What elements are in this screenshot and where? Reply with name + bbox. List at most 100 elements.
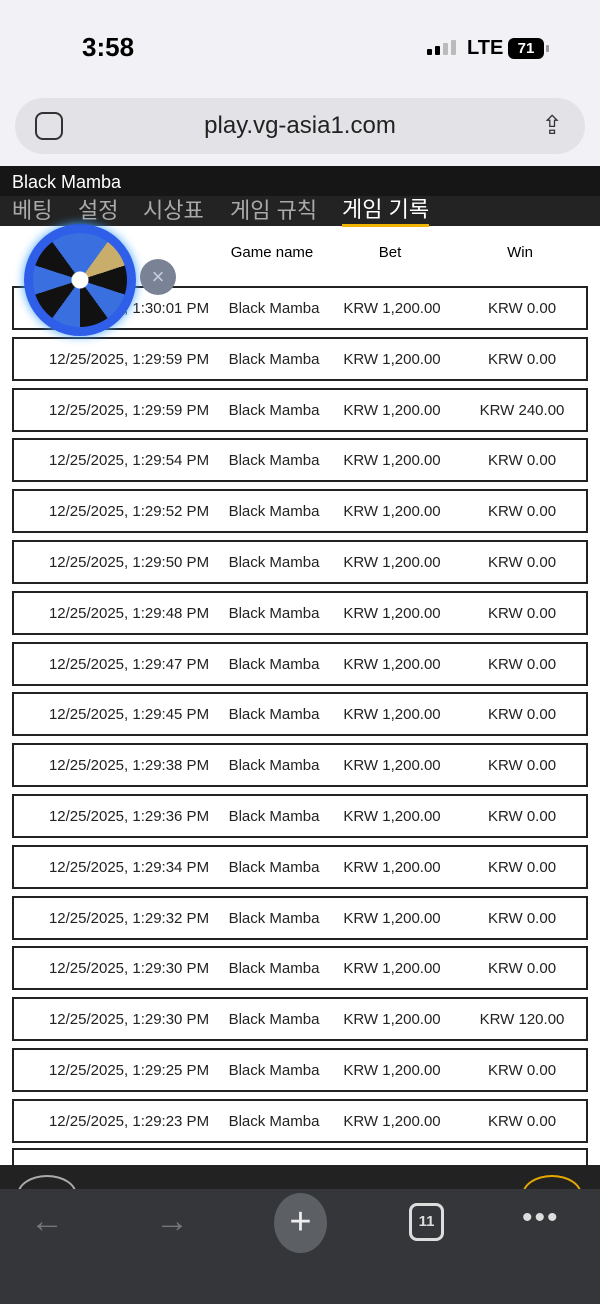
cell-game: Black Mamba	[228, 757, 320, 775]
cell-bet: KRW 1,200.00	[343, 300, 441, 317]
cell-date: 12/25/2025, 1:29:38 PM	[48, 757, 210, 775]
share-icon[interactable]: ⇪	[541, 110, 563, 140]
cell-win: KRW 0.00	[487, 1112, 557, 1130]
forward-arrow-icon[interactable]: →	[155, 1202, 189, 1240]
cell-bet: KRW 1,200.00	[343, 960, 441, 978]
cell-date: 12/25/2025, 1:29:23 PM	[48, 1112, 210, 1130]
cell-date: 12/25/2025, 1:29:59 PM	[48, 350, 210, 368]
cell-bet: KRW 1,200.00	[343, 808, 441, 825]
cell-bet: KRW 1,200.00	[343, 655, 441, 673]
signal-icon	[427, 40, 456, 55]
cell-game: Black Mamba	[228, 1011, 320, 1029]
cell-win: KRW 240.00	[479, 401, 565, 419]
cell-win: KRW 0.00	[487, 300, 557, 317]
tab-count-button[interactable]: 11	[409, 1203, 444, 1241]
game-title: Black Mamba	[0, 166, 600, 196]
cell-win: KRW 0.00	[487, 554, 557, 571]
cell-bet: KRW 1,200.00	[343, 858, 441, 876]
cell-game: Black Mamba	[228, 706, 320, 724]
cell-win: KRW 0.00	[487, 350, 557, 368]
table-row[interactable]: 12/25/2025, 1:29:54 PM Black Mamba KRW 1,2…	[12, 438, 588, 483]
cell-win: KRW 0.00	[487, 757, 557, 775]
cell-game: Black Mamba	[228, 808, 320, 825]
cell-game: Black Mamba	[228, 503, 320, 521]
game-tabs: 베팅 설정 시상표 게임 규칙 게임 기록	[0, 196, 600, 227]
cell-win: KRW 0.00	[487, 960, 557, 978]
back-arrow-icon[interactable]: ←	[30, 1202, 64, 1240]
table-row[interactable]: 12/25/2025, 1:29:52 PM Black Mamba KRW 1,2…	[12, 489, 588, 534]
cell-date: 12/25/2025, 1:29:45 PM	[48, 706, 210, 724]
cell-date: 12/25/2025, 1:29:47 PM	[48, 655, 210, 673]
cell-win: KRW 0.00	[487, 503, 557, 521]
cell-game: Black Mamba	[228, 554, 320, 571]
more-icon[interactable]: •••	[522, 1201, 560, 1234]
cell-win: KRW 0.00	[487, 808, 557, 825]
tab-betting[interactable]: 베팅	[12, 198, 53, 223]
url-text: play.vg-asia1.com	[204, 112, 396, 139]
cell-game: Black Mamba	[228, 300, 320, 317]
tab-rules[interactable]: 게임 규칙	[230, 198, 318, 223]
cell-bet: KRW 1,200.00	[343, 1112, 441, 1130]
browser-bottom-bar: ← → + 11 •••	[0, 1189, 600, 1304]
header-bet: Bet	[378, 244, 402, 261]
table-row[interactable]: 12/25/2025, 1:29:30 PM Black Mamba KRW 1,2…	[12, 997, 588, 1042]
cell-bet: KRW 1,200.00	[343, 604, 441, 622]
cell-win: KRW 0.00	[487, 706, 557, 724]
table-row[interactable]: 12/25/2025, 1:29:34 PM Black Mamba KRW 1,2…	[12, 844, 588, 889]
table-row[interactable]: 12/25/2025, 1:29:23 PM Black Mamba KRW 1,2…	[12, 1098, 588, 1143]
cell-date: 12/25/2025, 1:29:50 PM	[48, 554, 210, 571]
cell-win: KRW 0.00	[487, 909, 557, 927]
table-row[interactable]: 12/25/2025, 1:29:25 PM Black Mamba KRW 1,2…	[12, 1048, 588, 1092]
clock: 3:58	[82, 32, 135, 62]
cell-date: 12/25/2025, 1:29:34 PM	[48, 858, 210, 876]
table-row[interactable]: 12/25/2025, 1:29:38 PM Black Mamba KRW 1,2…	[12, 743, 588, 788]
cell-game: Black Mamba	[228, 960, 320, 978]
table-row[interactable]: 12/25/2025, 1:30:01 PM Black Mamba KRW 1,2…	[12, 286, 588, 330]
tab-settings[interactable]: 설정	[78, 198, 119, 223]
cell-win: KRW 0.00	[487, 604, 557, 622]
cell-win: KRW 120.00	[479, 1011, 565, 1029]
cell-bet: KRW 1,200.00	[343, 350, 441, 368]
new-tab-plus-icon[interactable]: +	[274, 1193, 327, 1253]
cell-date: 12/25/2025, 1:29:54 PM	[48, 452, 210, 470]
table-row[interactable]: 12/25/2025, 1:29:45 PM Black Mamba KRW 1,2…	[12, 692, 588, 737]
cell-bet: KRW 1,200.00	[343, 1011, 441, 1029]
tab-paytable[interactable]: 시상표	[143, 198, 204, 223]
cell-date: 12/25/2025, 1:29:36 PM	[48, 808, 210, 825]
cell-game: Black Mamba	[228, 350, 320, 368]
wheel-widget-icon[interactable]	[24, 224, 136, 336]
cell-bet: KRW 1,200.00	[343, 909, 441, 927]
cell-date: 12/25/2025, 1:29:52 PM	[48, 503, 210, 521]
cell-date: 12/25/2025, 1:29:48 PM	[48, 604, 210, 622]
cell-date: 12/25/2025, 1:29:25 PM	[48, 1062, 210, 1079]
cell-game: Black Mamba	[228, 401, 320, 419]
cell-date: 12/25/2025, 1:29:32 PM	[48, 909, 210, 927]
table-row[interactable]: 12/25/2025, 1:29:36 PM Black Mamba KRW 1,2…	[12, 794, 588, 838]
table-row[interactable]: 12/25/2025, 1:29:47 PM Black Mamba KRW 1,2…	[12, 641, 588, 686]
close-icon[interactable]: ×	[140, 259, 176, 295]
table-row[interactable]: 12/25/2025, 1:29:32 PM Black Mamba KRW 1,2…	[12, 895, 588, 940]
table-row[interactable]: 12/25/2025, 1:29:59 PM Black Mamba KRW 1,2…	[12, 387, 588, 432]
table-row[interactable]: 12/25/2025, 1:29:48 PM Black Mamba KRW 1,2…	[12, 590, 588, 635]
address-bar[interactable]: play.vg-asia1.com ⇪	[15, 98, 585, 154]
cell-game: Black Mamba	[228, 655, 320, 673]
cell-bet: KRW 1,200.00	[343, 706, 441, 724]
cell-game: Black Mamba	[228, 452, 320, 470]
cell-bet: KRW 1,200.00	[343, 757, 441, 775]
table-row[interactable]: 12/25/2025, 1:29:59 PM Black Mamba KRW 1,2…	[12, 336, 588, 381]
cell-date: 12/25/2025, 1:29:30 PM	[48, 1011, 210, 1029]
lens-icon[interactable]	[35, 112, 63, 140]
browser-toolbar: play.vg-asia1.com ⇪	[0, 90, 600, 166]
network-type: LTE	[467, 37, 504, 59]
tab-history[interactable]: 게임 기록	[342, 196, 430, 227]
table-row[interactable]: 12/25/2025, 1:29:30 PM Black Mamba KRW 1,2…	[12, 946, 588, 991]
cell-win: KRW 0.00	[487, 858, 557, 876]
cell-bet: KRW 1,200.00	[343, 1062, 441, 1079]
battery-icon: 71	[508, 38, 549, 59]
header-game-name: Game name	[230, 244, 314, 261]
cell-bet: KRW 1,200.00	[343, 452, 441, 470]
cell-win: KRW 0.00	[487, 452, 557, 470]
cell-win: KRW 0.00	[487, 655, 557, 673]
cell-date: 12/25/2025, 1:29:30 PM	[48, 960, 210, 978]
table-row[interactable]: 12/25/2025, 1:29:50 PM Black Mamba KRW 1,2…	[12, 540, 588, 584]
